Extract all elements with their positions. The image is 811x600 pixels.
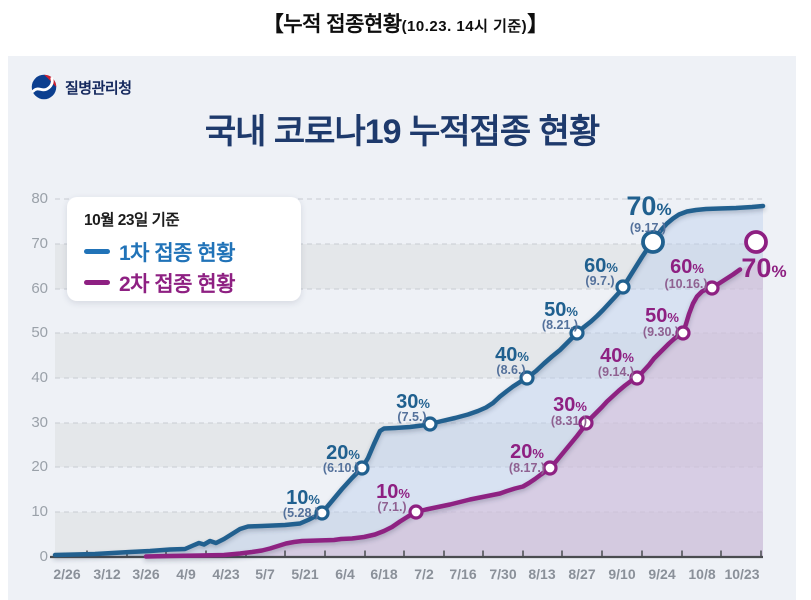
- y-tick: 70: [31, 235, 48, 252]
- chart-legend: 10월 23일 기준 1차 접종 현황 2차 접종 현황: [67, 197, 301, 301]
- x-tick: 4/9: [176, 566, 196, 582]
- page-title: 【누적 접종현황(10.23. 14시 기준)】: [0, 8, 811, 38]
- x-tick: 6/4: [335, 566, 355, 582]
- series2-dash-icon: [84, 280, 110, 285]
- x-tick: 6/18: [370, 566, 397, 582]
- milestone-pct: 40%: [495, 344, 529, 366]
- agency-logo: 질병관리청: [30, 73, 132, 101]
- milestone-pct: 20%: [510, 441, 544, 463]
- x-axis-labels: 2/26 3/12 3/26 4/9 4/23 5/7 5/21 6/4 6/1…: [53, 566, 759, 582]
- y-tick: 80: [31, 190, 48, 207]
- x-tick: 7/2: [414, 566, 434, 582]
- milestone-date: (9.30.): [643, 325, 679, 339]
- y-tick: 30: [31, 414, 48, 431]
- milestone-date: (8.21.): [542, 318, 578, 332]
- milestone-date: (8.6.): [496, 363, 525, 377]
- x-tick: 4/23: [212, 566, 239, 582]
- series2-markers: [408, 230, 768, 520]
- milestone-pct: 60%: [670, 256, 704, 278]
- x-tick: 5/7: [255, 566, 275, 582]
- chart-heading: 국내 코로나19 누적접종 현황: [204, 113, 600, 151]
- milestone-date: (9.17.): [630, 221, 666, 235]
- y-tick: 0: [40, 548, 48, 565]
- x-tick: 10/23: [724, 566, 759, 582]
- milestone-pct: 40%: [600, 345, 634, 367]
- milestone-date: (8.31.): [551, 414, 587, 428]
- agency-name: 질병관리청: [65, 79, 132, 97]
- legend-label-dose2: 2차 접종 현황: [119, 272, 235, 296]
- milestone-pct: 30%: [396, 391, 430, 413]
- x-tick: 5/21: [291, 566, 318, 582]
- page-title-sub: (10.23. 14시 기준): [401, 18, 528, 35]
- milestone-pct-70: 70%: [741, 253, 786, 283]
- y-axis-labels: 0 10 20 30 40 50 60 70 80: [31, 190, 48, 565]
- x-tick: 3/26: [132, 566, 159, 582]
- gridlines: [55, 198, 763, 513]
- milestone-date: (7.1.): [377, 500, 406, 514]
- legend-caption: 10월 23일 기준: [84, 212, 180, 229]
- milestone-date: (9.14.): [598, 365, 634, 379]
- milestone-pct: 60%: [584, 255, 618, 277]
- series2-area: [146, 258, 763, 557]
- milestone-pct: 50%: [645, 305, 679, 327]
- x-tick: 10/8: [688, 566, 715, 582]
- series1-markers: [314, 230, 665, 521]
- x-tick: 8/13: [528, 566, 555, 582]
- kdca-taegeuk-icon: [31, 74, 57, 100]
- milestone-date: (5.28.): [283, 506, 319, 520]
- x-tick: 3/12: [93, 566, 120, 582]
- x-tick: 2/26: [53, 566, 80, 582]
- legend-item-dose1: 1차 접종 현황: [84, 236, 301, 267]
- x-tick: 9/10: [608, 566, 635, 582]
- milestone-date: (9.7.): [585, 274, 614, 288]
- milestone-pct: 10%: [286, 487, 320, 509]
- milestone-date: (7.5.): [397, 410, 426, 424]
- legend-label-dose1: 1차 접종 현황: [119, 241, 235, 265]
- y-tick: 20: [31, 458, 48, 475]
- page-title-main: 【누적 접종현황: [262, 13, 402, 36]
- page-title-close: 】: [527, 13, 549, 36]
- series1-annotations: 10% (5.28.) 20% (6.10.) 30% (7.5.) 40% (…: [283, 191, 672, 520]
- milestone-pct: 50%: [544, 299, 578, 321]
- y-tick: 60: [31, 280, 48, 297]
- milestone-date: (6.10.): [323, 461, 359, 475]
- y-tick: 50: [31, 324, 48, 341]
- milestone-pct-70: 70%: [626, 191, 671, 221]
- series2-annotations: 10% (7.1.) 20% (8.17.) 30% (8.31.) 40% (…: [376, 253, 786, 514]
- x-tick: 8/27: [568, 566, 595, 582]
- milestone-pct: 30%: [553, 394, 587, 416]
- legend-item-dose2: 2차 접종 현황: [84, 267, 301, 298]
- milestone-date: (10.16.): [664, 277, 707, 291]
- milestone-pct: 10%: [376, 481, 410, 503]
- y-tick: 10: [31, 503, 48, 520]
- milestone-pct: 20%: [326, 442, 360, 464]
- x-tick: 9/24: [648, 566, 675, 582]
- y-tick: 40: [31, 369, 48, 386]
- series1-dash-icon: [84, 249, 110, 254]
- milestone-date: (8.17.): [509, 461, 545, 475]
- x-tick: 7/16: [449, 566, 476, 582]
- x-tick: 7/30: [489, 566, 516, 582]
